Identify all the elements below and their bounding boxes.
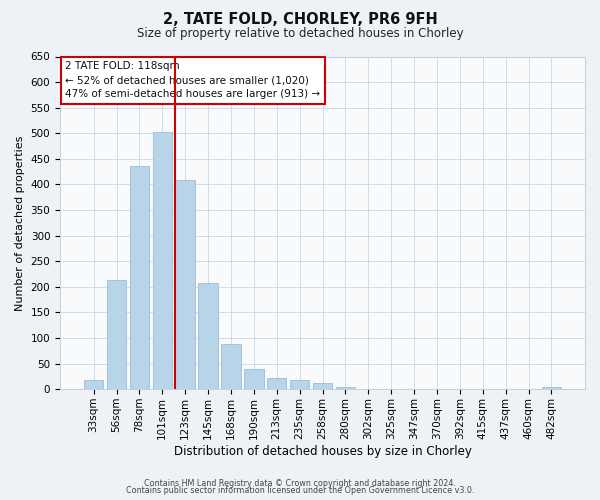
Bar [221, 344, 241, 389]
X-axis label: Distribution of detached houses by size in Chorley: Distribution of detached houses by size … [173, 444, 472, 458]
Bar [175, 180, 195, 389]
Bar [130, 166, 149, 389]
Bar [542, 387, 561, 389]
Text: Contains HM Land Registry data © Crown copyright and database right 2024.: Contains HM Land Registry data © Crown c… [144, 478, 456, 488]
Y-axis label: Number of detached properties: Number of detached properties [15, 135, 25, 310]
Bar [313, 383, 332, 389]
Bar [290, 380, 310, 389]
Bar [267, 378, 286, 389]
Bar [335, 386, 355, 389]
Bar [244, 368, 263, 389]
Bar [107, 280, 126, 389]
Text: 2 TATE FOLD: 118sqm
← 52% of detached houses are smaller (1,020)
47% of semi-det: 2 TATE FOLD: 118sqm ← 52% of detached ho… [65, 62, 320, 100]
Text: 2, TATE FOLD, CHORLEY, PR6 9FH: 2, TATE FOLD, CHORLEY, PR6 9FH [163, 12, 437, 28]
Bar [84, 380, 103, 389]
Bar [199, 283, 218, 389]
Bar [152, 132, 172, 389]
Text: Contains public sector information licensed under the Open Government Licence v3: Contains public sector information licen… [126, 486, 474, 495]
Text: Size of property relative to detached houses in Chorley: Size of property relative to detached ho… [137, 28, 463, 40]
